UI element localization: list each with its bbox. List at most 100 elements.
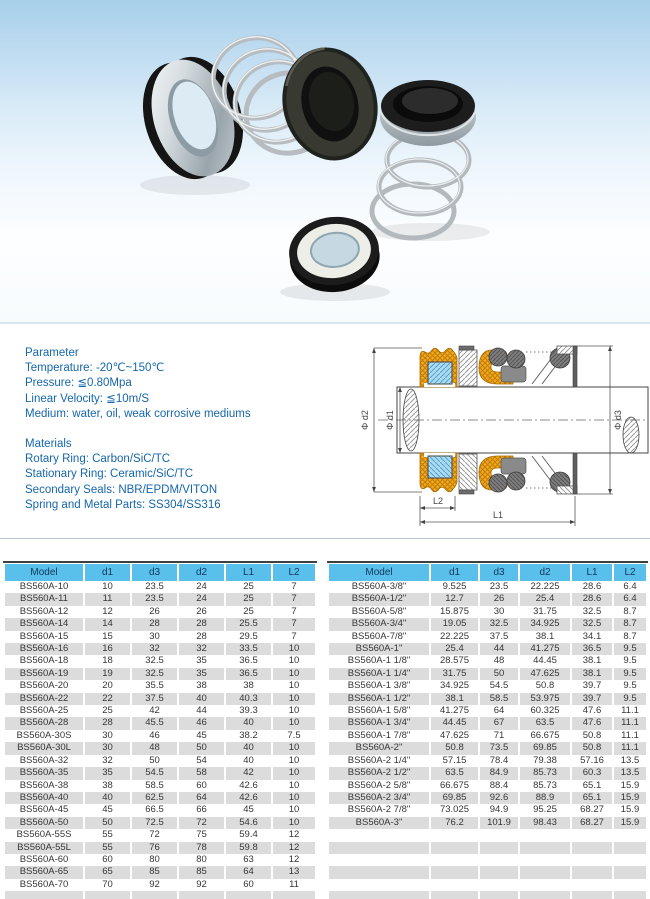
dimension-lines <box>372 345 613 526</box>
value-cell: 79.38 <box>533 754 557 766</box>
material-line: Stationary Ring: Ceramic/SiC/TC <box>25 468 194 481</box>
table-row: BS560A-32 32 50 54 40 10 <box>5 755 315 767</box>
header-row: Model d1 d3 d2 L1 L2 <box>5 564 315 581</box>
value-cell: 45 <box>196 729 207 741</box>
model-cell: BS560A-1 5/8" <box>347 705 411 717</box>
model-cell: BS560A-1 7/8" <box>347 729 411 741</box>
value-cell: 54.5 <box>489 680 509 692</box>
value-cell <box>226 891 271 899</box>
table-row: BS560A-60 60 80 80 63 12 <box>5 854 315 866</box>
value-cell: 34.925 <box>520 618 570 631</box>
value-cell <box>572 891 612 899</box>
value-cell: 30 <box>102 729 113 741</box>
seal-components-illustration <box>140 35 490 301</box>
value-cell: 26 <box>196 605 207 617</box>
value-cell: 65.1 <box>572 791 612 805</box>
value-cell <box>480 854 518 866</box>
value-cell: 34.1 <box>582 630 602 642</box>
value-cell: 28.6 <box>572 593 612 606</box>
value-cell <box>480 879 518 891</box>
value-cell: 28.575 <box>439 655 470 667</box>
column-header: d3 <box>480 564 518 581</box>
value-cell: 10 <box>273 692 315 706</box>
column-header: L2 <box>614 564 646 581</box>
value-cell: 22.225 <box>439 630 470 642</box>
model-cell: BS560A-19 <box>5 667 83 681</box>
value-cell: 38.1 <box>535 630 555 642</box>
table-row: BS560A-22 22 37.5 40 40.3 10 <box>5 692 315 706</box>
value-cell: 15 <box>102 630 113 642</box>
value-cell <box>480 841 518 854</box>
value-cell: 9.525 <box>442 581 467 592</box>
value-cell: 63.5 <box>520 717 570 730</box>
value-cell: 22 <box>85 692 130 706</box>
value-cell: 39.3 <box>239 705 258 717</box>
model-cell: BS560A-22 <box>5 692 83 706</box>
value-cell: 38 <box>196 680 207 692</box>
value-cell <box>85 891 130 899</box>
value-cell: 12 <box>102 605 113 617</box>
value-cell: 32.5 <box>132 667 177 681</box>
value-cell: 36.5 <box>572 643 612 656</box>
stationary-seat-illustration <box>289 216 380 293</box>
value-cell: 54 <box>196 754 207 766</box>
value-cell: 40 <box>243 754 254 766</box>
table-row <box>329 866 646 879</box>
value-cell: 32.5 <box>582 605 602 617</box>
value-cell: 13.5 <box>614 767 646 780</box>
value-cell: 25 <box>243 605 254 617</box>
table-row <box>5 891 315 899</box>
model-cell: BS560A-1 3/8" <box>347 680 411 692</box>
table-row: BS560A-2 7/8" 73.025 94.9 95.25 68.27 15.9 <box>329 804 646 816</box>
value-cell: 40 <box>226 742 271 755</box>
value-cell: 32.5 <box>480 618 518 631</box>
value-cell <box>614 841 646 854</box>
value-cell: 7 <box>291 581 297 592</box>
table-row <box>329 854 646 866</box>
value-cell: 31.75 <box>431 667 478 681</box>
table-row <box>329 879 646 891</box>
value-cell: 25.4 <box>431 643 478 656</box>
model-cell: BS560A-1 1/4" <box>329 667 429 681</box>
value-cell: 63 <box>243 853 254 865</box>
size-table-metric-wrap: Model d1 d3 d2 L1 L2 BS560A-10 10 23.5 24 25 7 BS56… <box>3 561 317 899</box>
value-cell: 32 <box>102 754 113 766</box>
value-cell: 9.5 <box>614 667 646 681</box>
table-row: BS560A-28 28 45.5 46 40 10 <box>5 717 315 730</box>
table-row: BS560A-19 19 32.5 35 36.5 10 <box>5 667 315 681</box>
value-cell <box>572 829 612 841</box>
table-row: BS560A-20 20 35.5 38 38 10 <box>5 680 315 692</box>
model-cell: BS560A-3" <box>329 816 429 830</box>
value-cell: 25.5 <box>226 618 271 631</box>
value-cell: 10 <box>273 717 315 730</box>
value-cell: 101.9 <box>480 816 518 830</box>
value-cell: 7 <box>273 593 315 606</box>
table-row: BS560A-3/8" 9.525 23.5 22.225 28.6 6.4 <box>329 581 646 593</box>
value-cell: 72.5 <box>132 816 177 830</box>
value-cell: 58.5 <box>145 779 164 791</box>
value-cell: 11.1 <box>614 717 646 730</box>
table-row <box>329 829 646 841</box>
value-cell: 50 <box>179 742 224 755</box>
value-cell: 57.16 <box>580 754 604 766</box>
table-row: BS560A-40 40 62.5 64 42.6 10 <box>5 791 315 805</box>
value-cell: 10 <box>273 791 315 805</box>
table-row: BS560A-5/8" 15.875 30 31.75 32.5 8.7 <box>329 606 646 618</box>
bellows-ring-illustration <box>282 47 378 161</box>
value-cell: 10 <box>273 667 315 681</box>
model-cell: BS560A-38 <box>19 779 69 791</box>
value-cell: 10 <box>273 742 315 755</box>
header-row: Model d1 d3 d2 L1 L2 <box>329 564 646 581</box>
model-cell: BS560A-2" <box>329 742 429 755</box>
value-cell: 36.5 <box>226 667 271 681</box>
column-header: L1 <box>572 564 612 581</box>
value-cell: 68.27 <box>572 816 612 830</box>
table-row: BS560A-2 1/2" 63.5 84.9 85.73 60.3 13.5 <box>329 767 646 780</box>
value-cell: 22.225 <box>530 581 560 592</box>
value-cell: 50 <box>480 667 518 681</box>
value-cell: 60 <box>243 878 254 890</box>
value-cell: 60 <box>196 779 207 791</box>
model-cell: BS560A-15 <box>19 630 69 642</box>
value-cell: 10 <box>273 767 315 780</box>
value-cell: 38.1 <box>582 655 602 667</box>
